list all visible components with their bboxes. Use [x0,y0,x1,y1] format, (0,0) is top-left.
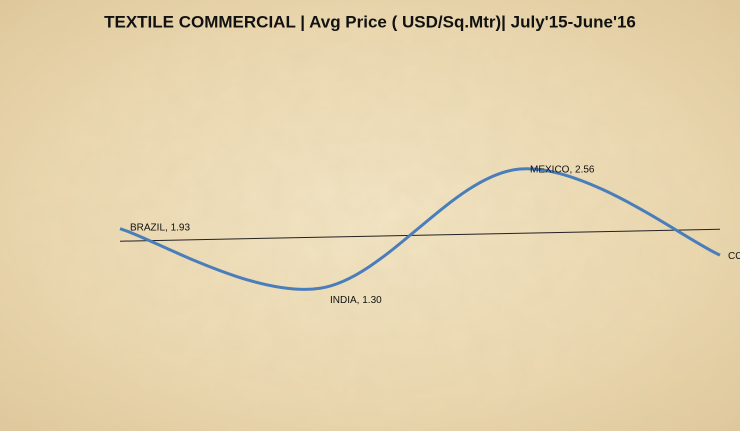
data-label: MEXICO, 2.56 [530,165,595,176]
chart-title: TEXTILE COMMERCIAL | Avg Price ( USD/Sq.… [104,12,636,31]
data-label: BRAZIL, 1.93 [130,222,190,233]
data-label: INDIA, 1.30 [330,295,382,306]
trendline [119,228,721,242]
data-line [119,167,721,291]
data-label: CO [728,251,740,262]
